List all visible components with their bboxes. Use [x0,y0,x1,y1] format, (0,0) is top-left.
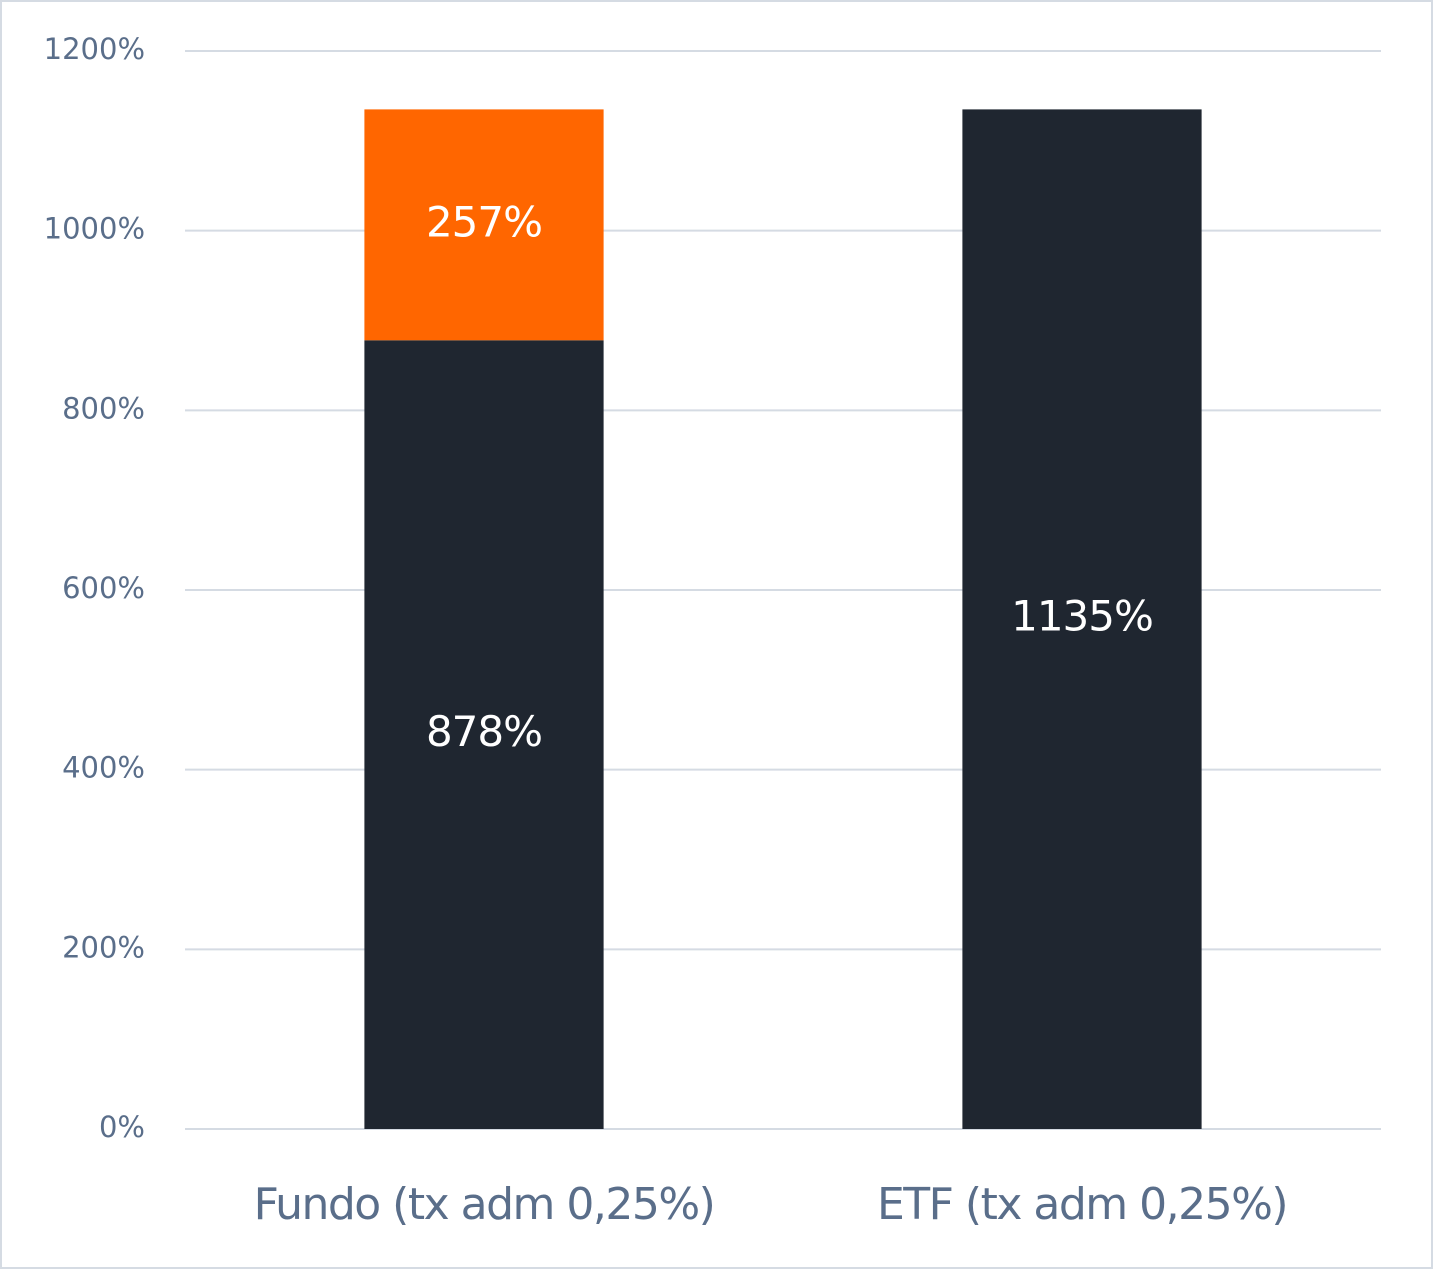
value-label: 257% [426,197,542,246]
y-tick-label: 1200% [44,32,145,66]
bar-segment [364,109,604,341]
y-tick-label: 1000% [44,212,145,246]
y-tick-label: 0% [99,1110,145,1144]
y-tick-label: 400% [62,751,145,785]
y-tick-label: 600% [62,571,145,605]
value-label: 878% [426,707,542,756]
bar-segment [364,340,604,1130]
x-tick-label: ETF (tx adm 0,25%) [877,1179,1287,1230]
bar-segment [962,109,1202,1130]
x-tick-label: Fundo (tx adm 0,25%) [254,1179,715,1230]
y-tick-label: 200% [62,930,145,964]
y-tick-label: 800% [62,391,145,425]
value-label: 1135% [1011,592,1153,641]
